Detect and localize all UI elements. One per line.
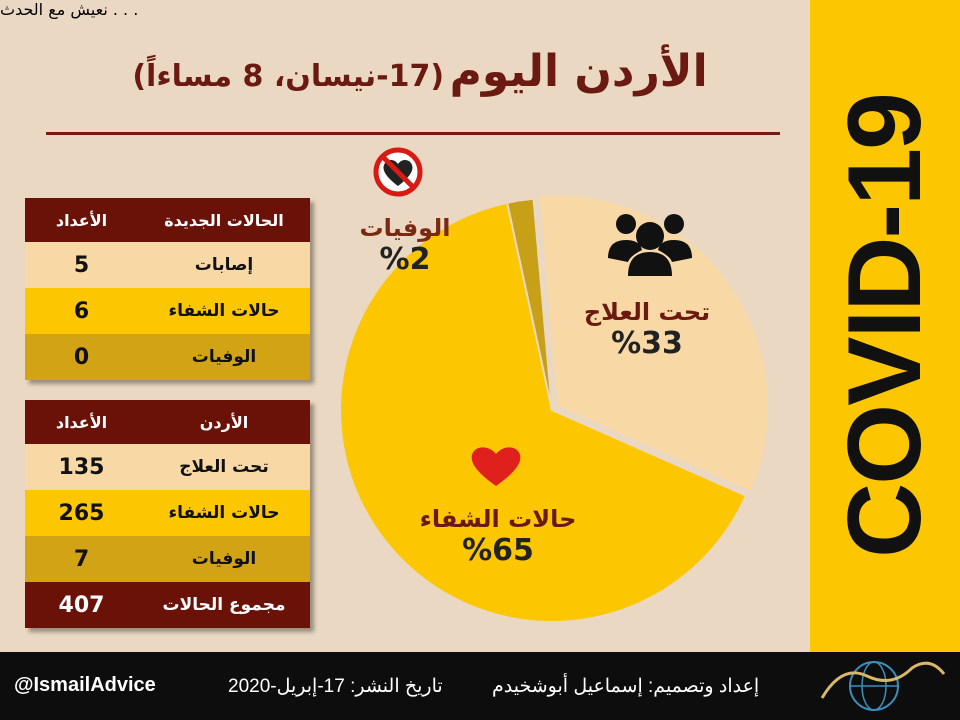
title-divider xyxy=(46,132,780,135)
design-credit: إعداد وتصميم: إسماعيل أبوشخيدم xyxy=(492,676,760,697)
title-subtitle: (17-نيسان، 8 مساءاً) xyxy=(132,59,445,94)
pie-slice xyxy=(537,193,770,494)
row-value: 265 xyxy=(58,500,105,526)
row-label: الوفيات xyxy=(191,549,257,569)
row-value: 7 xyxy=(73,546,90,572)
header-cell: الأردن xyxy=(199,412,249,432)
table-row: إصابات 5 xyxy=(25,242,310,288)
table-row: الوفيات 0 xyxy=(25,334,310,380)
row-label: مجموع الحالات xyxy=(162,595,286,615)
jordan-totals-table: الأردن الأعداد تحت العلاج 135 حالات الشف… xyxy=(25,400,310,628)
logo-caption: نعيش مع الحدث . . . xyxy=(0,0,139,19)
broken-heart-icon xyxy=(373,147,423,197)
table-row-total: مجموع الحالات 407 xyxy=(25,582,310,628)
table-row: تحت العلاج 135 xyxy=(25,444,310,490)
table-header: الأردن الأعداد xyxy=(25,400,310,444)
slice-name: تحت العلاج xyxy=(583,298,711,326)
row-label: حالات الشفاء xyxy=(168,503,280,523)
slice-label-recovered: حالات الشفاء %65 xyxy=(418,505,578,568)
footer: @IsmailAdvice تاريخ النشر: 17-إبريل-2020… xyxy=(0,652,960,720)
slice-percent: %65 xyxy=(462,533,534,568)
row-value: 0 xyxy=(73,344,90,370)
slice-percent: %2 xyxy=(379,242,431,277)
page-title: الأردن اليوم (17-نيسان، 8 مساءاً) xyxy=(60,46,780,116)
new-cases-table: الحالات الجديدة الأعداد إصابات 5 حالات ا… xyxy=(25,198,310,380)
title-main: الأردن اليوم xyxy=(449,46,708,97)
table-row: حالات الشفاء 265 xyxy=(25,490,310,536)
row-value: 5 xyxy=(73,252,90,278)
pie-slice xyxy=(339,201,748,623)
twitter-handle[interactable]: @IsmailAdvice xyxy=(14,674,156,696)
row-label: حالات الشفاء xyxy=(168,301,280,321)
globe-logo-icon xyxy=(820,661,946,711)
row-label: الوفيات xyxy=(191,347,257,367)
row-value: 6 xyxy=(73,298,90,324)
header-cell: الأعداد xyxy=(55,210,108,230)
group-icon xyxy=(608,214,692,276)
slice-name: الوفيات xyxy=(359,214,451,242)
heart-icon xyxy=(471,447,521,486)
table-header: الحالات الجديدة الأعداد xyxy=(25,198,310,242)
pie-slice xyxy=(506,197,553,411)
row-label: تحت العلاج xyxy=(179,457,269,477)
slice-name: حالات الشفاء xyxy=(419,505,577,533)
row-value: 407 xyxy=(58,592,105,618)
slice-percent: %33 xyxy=(611,326,683,361)
row-value: 135 xyxy=(58,454,105,480)
table-row: الوفيات 7 xyxy=(25,536,310,582)
slice-label-treatment: تحت العلاج %33 xyxy=(572,298,722,361)
row-label: إصابات xyxy=(194,255,254,275)
header-cell: الحالات الجديدة xyxy=(164,210,284,230)
header-cell: الأعداد xyxy=(55,412,108,432)
table-row: حالات الشفاء 6 xyxy=(25,288,310,334)
publish-date: تاريخ النشر: 17-إبريل-2020 xyxy=(228,676,443,697)
slice-label-deaths: الوفيات %2 xyxy=(350,214,460,277)
side-band xyxy=(810,0,960,652)
